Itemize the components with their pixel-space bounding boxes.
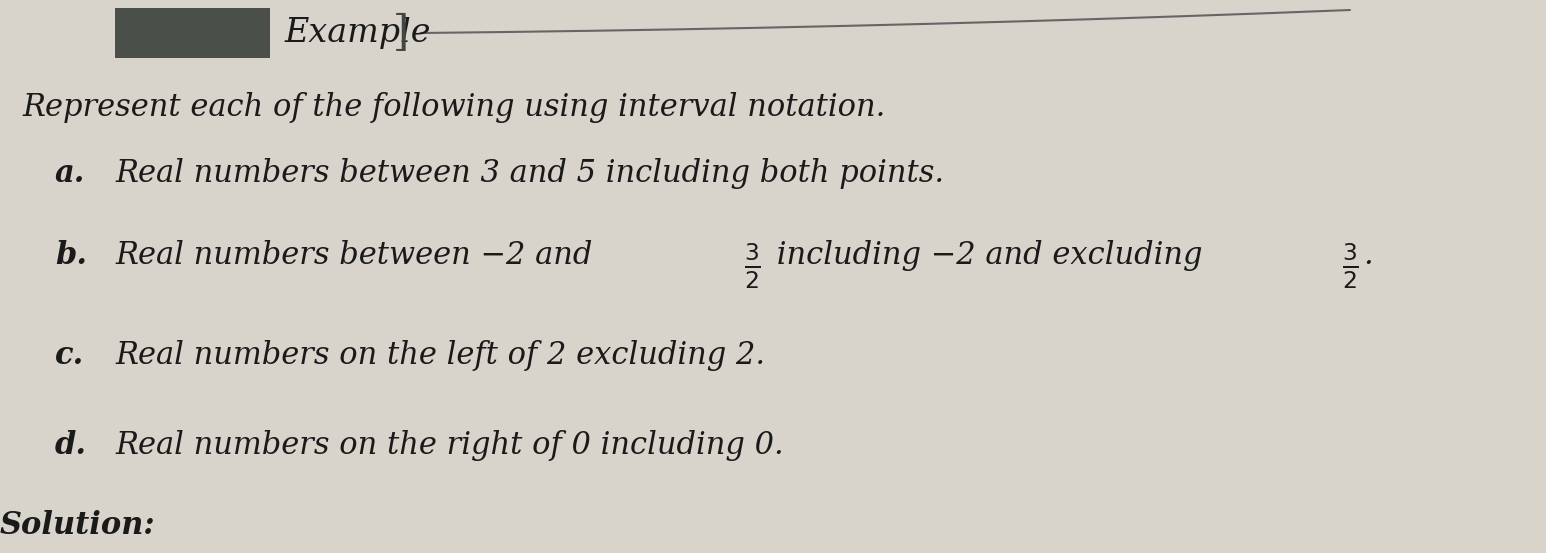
Text: c.: c.: [56, 340, 83, 371]
Text: $\frac{3}{2}$: $\frac{3}{2}$: [1342, 242, 1359, 291]
Text: Solution:: Solution:: [0, 510, 156, 541]
Text: .: .: [1364, 240, 1373, 271]
Text: Real numbers between −2 and: Real numbers between −2 and: [114, 240, 601, 271]
Text: Real numbers on the left of 2 excluding 2.: Real numbers on the left of 2 excluding …: [114, 340, 765, 371]
FancyBboxPatch shape: [114, 8, 271, 58]
Text: Real numbers between 3 and 5 including both points.: Real numbers between 3 and 5 including b…: [114, 158, 945, 189]
Text: a.: a.: [56, 158, 85, 189]
Text: b.: b.: [56, 240, 87, 271]
Text: including −2 and excluding: including −2 and excluding: [767, 240, 1212, 271]
Text: Represent each of the following using interval notation.: Represent each of the following using in…: [22, 92, 886, 123]
Text: Example: Example: [284, 17, 431, 49]
Text: Real numbers on the right of 0 including 0.: Real numbers on the right of 0 including…: [114, 430, 784, 461]
Text: $\frac{3}{2}$: $\frac{3}{2}$: [744, 242, 761, 291]
Text: ]: ]: [393, 12, 410, 54]
Text: d.: d.: [56, 430, 87, 461]
